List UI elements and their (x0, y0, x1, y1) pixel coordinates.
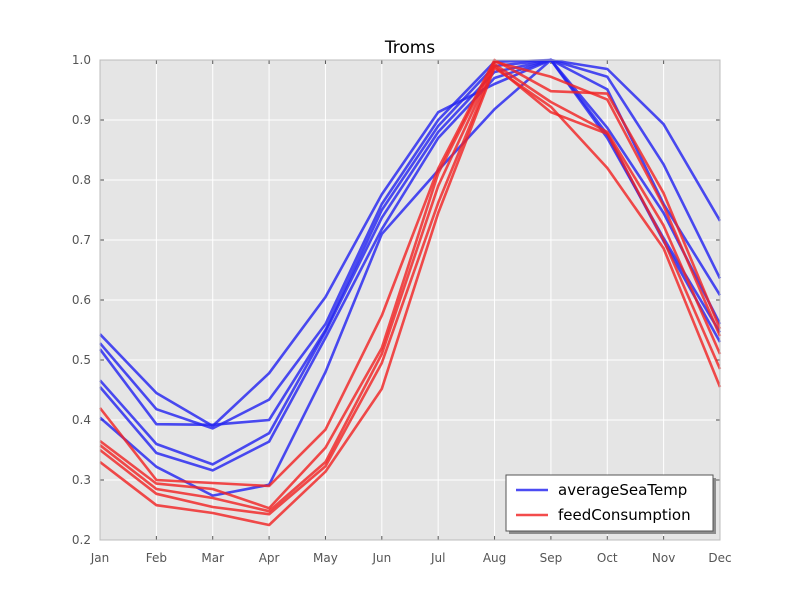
y-tick-label: 0.6 (72, 293, 91, 307)
y-tick-label: 0.4 (72, 413, 91, 427)
x-tick-label: Aug (483, 551, 506, 565)
y-axis-labels: 0.2 0.3 0.4 0.5 0.6 0.7 0.8 0.9 1.0 (72, 53, 91, 547)
legend-label-feedConsumption: feedConsumption (558, 506, 691, 524)
y-tick-label: 1.0 (72, 53, 91, 67)
legend-box (505, 474, 714, 532)
x-tick-label: Mar (201, 551, 224, 565)
series-line-feedConsumption (99, 60, 722, 510)
x-axis-labels: Jan Feb Mar Apr May Jun Jul Aug Sep Oct Nov Dec (90, 551, 732, 565)
x-tick-label: Sep (540, 551, 563, 565)
y-tick-label: 0.7 (72, 233, 91, 247)
y-tick-label: 0.5 (72, 353, 91, 367)
chart-title: Troms (384, 38, 435, 58)
plot-frame (99, 59, 721, 541)
legend: averageSeaTemp feedConsumption (505, 474, 716, 534)
y-tick-label: 0.3 (72, 473, 91, 487)
series-line-feedConsumption (99, 62, 722, 513)
series-line-feedConsumption (99, 66, 722, 527)
series-layer (98, 58, 722, 527)
series-line-averageSeaTemp (99, 58, 722, 428)
x-tick-label: Dec (708, 551, 731, 565)
x-tick-label: Nov (652, 551, 675, 565)
y-tick-label: 0.2 (72, 533, 91, 547)
x-tick-label: May (313, 551, 338, 565)
y-tick-label: 0.9 (72, 113, 91, 127)
legend-label-averageSeaTemp: averageSeaTemp (558, 481, 687, 499)
x-tick-label: Oct (597, 551, 618, 565)
x-tick-label: Jun (371, 551, 391, 565)
x-tick-label: Feb (146, 551, 167, 565)
series-line-feedConsumption (99, 64, 722, 516)
x-tick-label: Jul (430, 551, 445, 565)
x-tick-label: Apr (259, 551, 280, 565)
y-tick-label: 0.8 (72, 173, 91, 187)
series-line-averageSeaTemp (99, 58, 722, 466)
x-tick-label: Jan (90, 551, 110, 565)
series-line-feedConsumption (98, 58, 722, 488)
